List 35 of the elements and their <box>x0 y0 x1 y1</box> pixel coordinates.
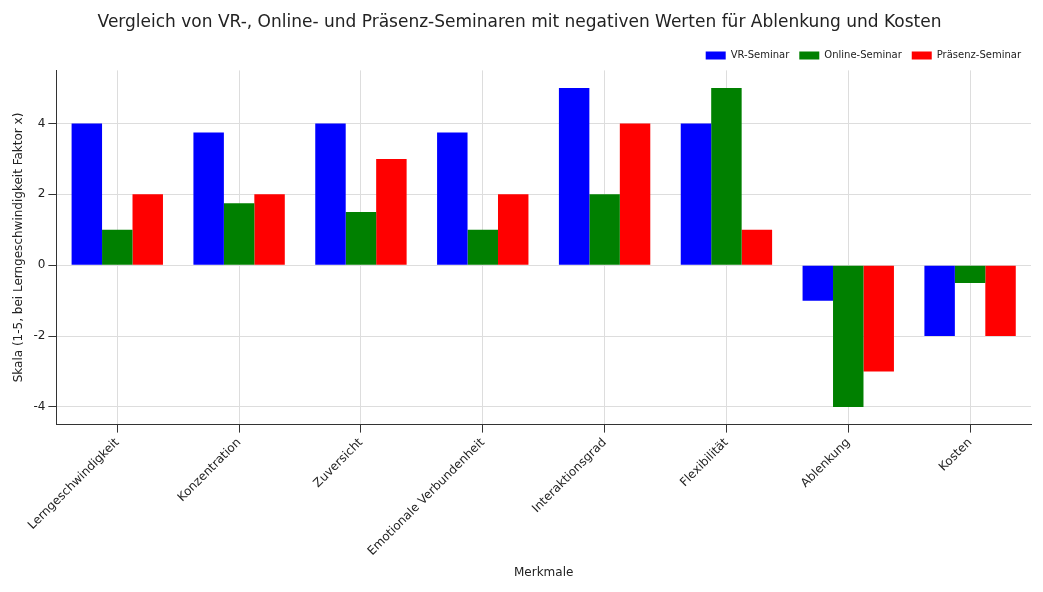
y-tick-label: -2 <box>33 328 46 343</box>
bar <box>376 158 407 265</box>
bar <box>345 212 377 265</box>
bar <box>102 229 133 265</box>
y-tick-label: 4 <box>37 115 46 130</box>
bar <box>954 265 986 283</box>
bar <box>711 88 742 265</box>
bar <box>193 132 224 265</box>
bar <box>802 265 834 301</box>
bar <box>71 123 103 265</box>
y-axis-title: Skala (1-5, bei Lerngeschwindigkeit Faktor x) <box>11 112 26 383</box>
bar <box>558 88 590 265</box>
bar <box>619 123 651 265</box>
legend-label: Online-Seminar <box>824 48 903 60</box>
legend-label: Präsenz-Seminar <box>936 48 1022 60</box>
bar <box>924 265 955 337</box>
bar <box>863 265 894 372</box>
bar <box>680 123 712 265</box>
legend-label: VR-Seminar <box>730 48 791 60</box>
bar <box>741 229 773 265</box>
bar <box>589 194 620 265</box>
y-tick-label: 0 <box>37 257 46 272</box>
bar <box>132 194 163 265</box>
y-tick-label: 2 <box>37 186 46 201</box>
chart-title: Vergleich von VR-, Online- und Präsenz-Seminaren mit negativen Werten für Ablenkung und Kosten <box>97 10 942 31</box>
bar <box>985 265 1016 337</box>
bar <box>833 265 864 407</box>
x-axis-title: Merkmale <box>513 564 574 579</box>
y-tick-label: -4 <box>33 399 46 414</box>
bar <box>498 194 529 265</box>
bar <box>254 194 285 265</box>
bar <box>467 229 498 265</box>
bar <box>223 203 255 265</box>
bar <box>315 123 346 265</box>
bar <box>437 132 468 265</box>
